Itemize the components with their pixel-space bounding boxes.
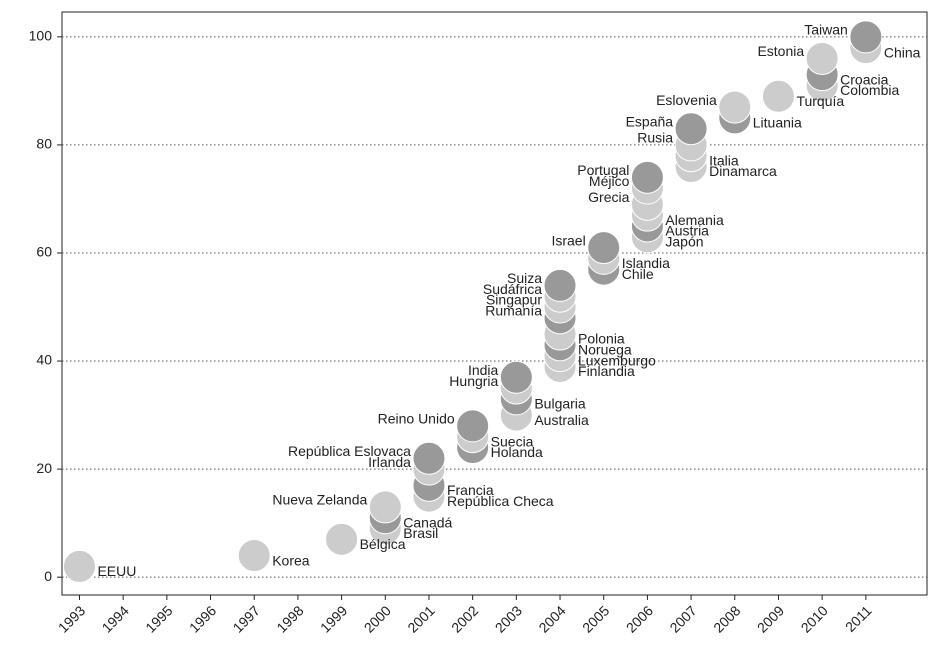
point-label: República Checa <box>447 493 554 509</box>
point-label: Australia <box>534 412 589 428</box>
x-tick-label: 2009 <box>754 602 787 635</box>
point <box>412 441 446 475</box>
point-label: Hungria <box>449 373 498 389</box>
x-tick-label: 2005 <box>579 602 612 635</box>
x-tick-label: 1998 <box>273 602 306 635</box>
point-label: Polonia <box>578 331 625 347</box>
point-label: Israel <box>551 232 585 248</box>
point-label: Suecia <box>491 433 534 449</box>
point <box>718 90 752 124</box>
y-tick-label: 60 <box>36 244 52 260</box>
x-tick-label: 2011 <box>842 602 875 635</box>
y-tick-label: 0 <box>44 568 52 584</box>
point-label: Irlanda <box>368 454 411 470</box>
x-tick-label: 1995 <box>142 602 175 635</box>
x-tick-label: 2002 <box>448 602 481 635</box>
point-label: Méjico <box>589 173 630 189</box>
x-tick-label: 1994 <box>99 602 132 635</box>
y-tick-label: 100 <box>29 28 53 44</box>
x-tick-label: 2007 <box>666 602 699 635</box>
point-label: Francia <box>447 482 494 498</box>
x-tick-label: 2008 <box>710 602 743 635</box>
point-label: Luxemburgo <box>578 352 656 368</box>
point-label: Brasil <box>403 525 438 541</box>
x-tick-label: 1997 <box>230 602 263 635</box>
point-label: EEUU <box>97 563 136 579</box>
point <box>325 522 359 556</box>
point-label: Lituania <box>753 115 802 131</box>
point-label: Korea <box>272 552 310 568</box>
point <box>761 79 795 113</box>
x-tick-label: 1996 <box>186 602 219 635</box>
x-tick-label: 2003 <box>492 602 525 635</box>
point <box>456 409 490 443</box>
point-label: Grecia <box>588 189 629 205</box>
point-label: Eslovenia <box>656 92 717 108</box>
point-label: Islandia <box>622 255 670 271</box>
point-label: Noruega <box>578 342 632 358</box>
point-label: Chile <box>622 266 654 282</box>
point <box>805 41 839 75</box>
point-label: Japón <box>665 233 703 249</box>
point <box>368 490 402 524</box>
point-label: Estonia <box>757 43 804 59</box>
point-label: Turquía <box>796 93 844 109</box>
point-label: Sudáfrica <box>483 281 542 297</box>
point-label: Suiza <box>507 270 542 286</box>
point-label: España <box>626 113 674 129</box>
point-label: Austria <box>665 223 709 239</box>
point-label: Rumanía <box>485 303 542 319</box>
point-label: Singapur <box>486 292 542 308</box>
point-label: Bulgaria <box>534 396 586 412</box>
x-tick-label: 1999 <box>317 602 350 635</box>
point-label: Dinamarca <box>709 163 777 179</box>
y-tick-label: 80 <box>36 136 52 152</box>
point-label: Italia <box>709 152 739 168</box>
point-label: Croacia <box>840 71 888 87</box>
point-label: China <box>884 44 921 60</box>
point-label: Alemania <box>665 212 724 228</box>
point <box>499 360 533 394</box>
y-tick-label: 20 <box>36 460 52 476</box>
point <box>62 549 96 583</box>
point-label: Bélgica <box>360 536 406 552</box>
point-label: República Eslovaca <box>288 443 411 459</box>
x-tick-label: 2004 <box>535 602 568 635</box>
point-label: Canadá <box>403 514 452 530</box>
point <box>849 20 883 54</box>
y-tick-label: 40 <box>36 352 52 368</box>
x-tick-label: 2001 <box>404 602 437 635</box>
point-label: Taiwan <box>804 22 848 38</box>
x-tick-label: 2000 <box>361 602 394 635</box>
point-label: Reino Unido <box>378 411 455 427</box>
point-label: Finlandia <box>578 363 635 379</box>
point-label: Rusia <box>637 130 673 146</box>
plot-frame <box>61 11 928 596</box>
point <box>587 231 621 265</box>
point-label: India <box>468 362 499 378</box>
x-tick-label: 1993 <box>55 602 88 635</box>
point <box>543 268 577 302</box>
point-label: Portugal <box>577 162 629 178</box>
point-label: Holanda <box>491 444 543 460</box>
x-tick-label: 2010 <box>798 602 831 635</box>
point <box>630 160 664 194</box>
x-tick-label: 2006 <box>623 602 656 635</box>
point <box>674 112 708 146</box>
point <box>237 539 271 573</box>
point-label: Nueva Zelanda <box>272 492 367 508</box>
point-label: Colombia <box>840 82 899 98</box>
